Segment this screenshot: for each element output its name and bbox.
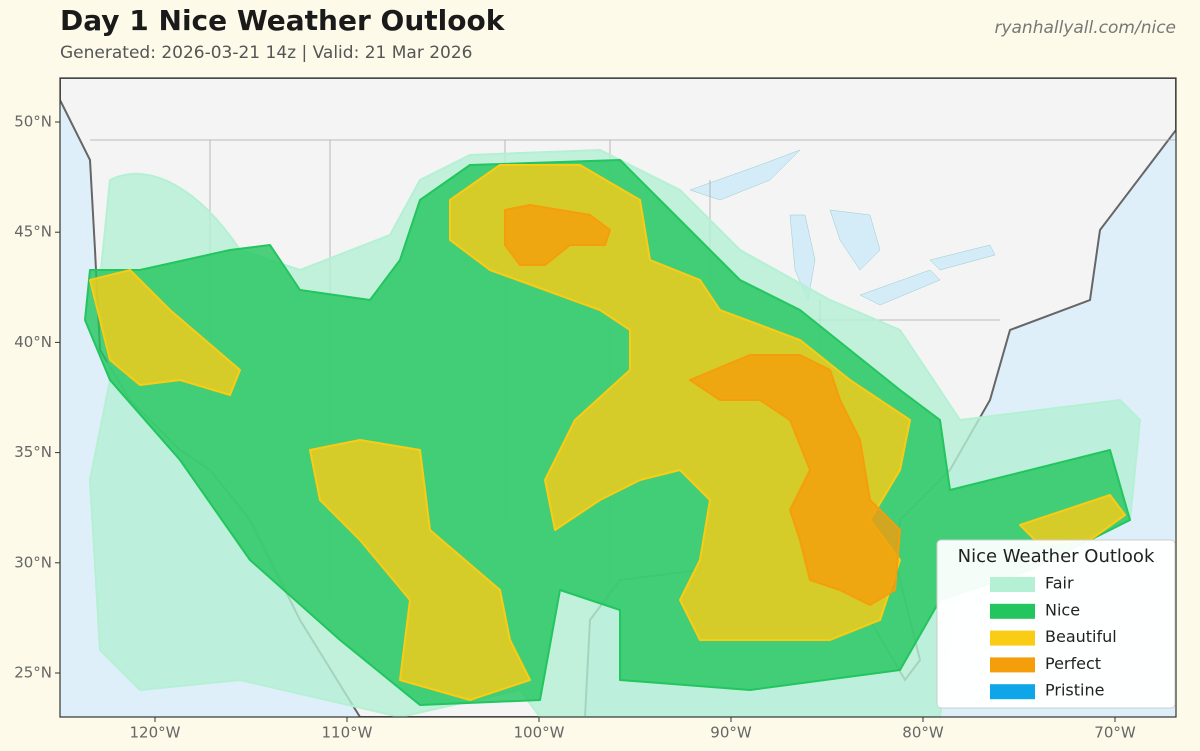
map-frame [59,77,1177,718]
lat-tick-label: 50°N [14,113,52,131]
lon-tick-label: 100°W [514,724,565,742]
lat-tick-label: 30°N [14,553,52,571]
legend-label: Pristine [1045,681,1104,700]
legend-label: Beautiful [1045,627,1117,646]
lon-tick-label: 110°W [322,724,373,742]
lake-michigan [789,214,816,301]
lon-tick-label: 70°W [1094,724,1136,742]
legend-title: Nice Weather Outlook [958,546,1155,567]
lake-superior [689,149,801,201]
lake-erie [859,269,941,306]
source: ryanhallyall.com/nice [994,18,1176,38]
lake-huron [829,209,881,271]
beautiful-area [309,439,531,701]
lon-tick-label: 90°W [710,724,752,742]
lat-tick-label: 35°N [14,443,52,461]
legend: Nice Weather Outlook Fair Nice Beautiful Pe… [936,539,1176,709]
legend-swatch [990,603,1035,619]
lat-tick-label: 40°N [14,333,52,351]
beautiful-area [89,269,241,396]
legend-label: Perfect [1045,654,1101,673]
lat-tick-label: 45°N [14,223,52,241]
lat-tick-label: 25°N [14,664,52,682]
map-area [60,78,1176,717]
lakes [689,149,996,306]
lake-ontario [929,244,996,271]
perfect-area [504,204,611,266]
legend-swatch [990,630,1035,646]
perfect-area [689,354,901,606]
lon-tick-label: 120°W [130,724,181,742]
subtitle: Generated: 2026-03-21 14z | Valid: 21 Ma… [60,43,472,63]
legend-swatch [990,684,1035,700]
legend-swatch [990,657,1035,673]
lon-tick-label: 80°W [902,724,944,742]
legend-swatch [990,577,1035,592]
title: Day 1 Nice Weather Outlook [60,4,506,37]
legend-label: Fair [1045,574,1074,593]
legend-label: Nice [1045,600,1080,619]
